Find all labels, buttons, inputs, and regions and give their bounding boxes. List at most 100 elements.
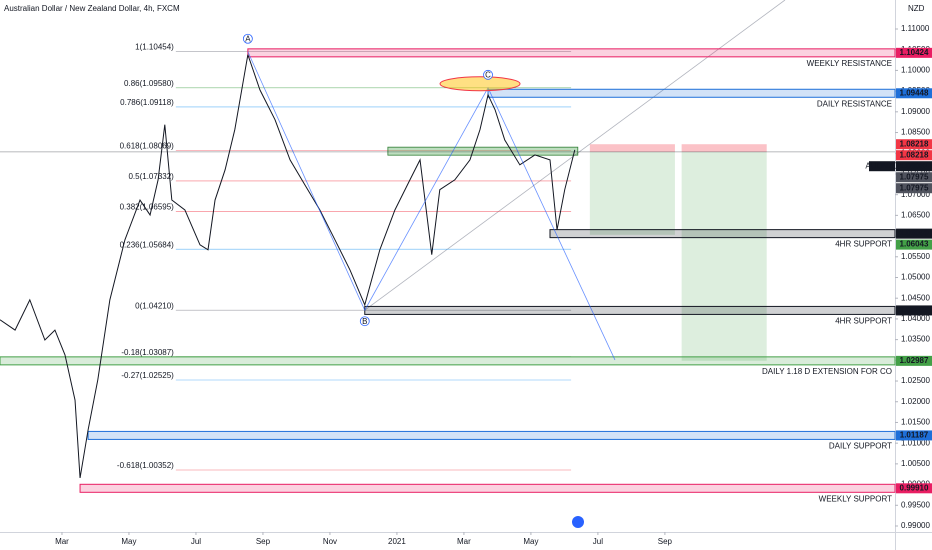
x-tick-label: Jul [593,537,603,546]
price-tag-label: 1.07975 [900,183,929,192]
price-tag [896,161,932,172]
pattern-label: B [362,317,367,326]
fib-label: -0.18(1.03087) [121,348,174,357]
y-tick-label: 1.05000 [901,273,930,282]
price-tag-label: 1.02987 [900,356,929,365]
price-tag-label: 1.01187 [900,431,929,440]
price-tag [896,88,932,99]
level-name: WEEKLY SUPPORT [819,494,892,503]
y-tick-label: 1.00500 [901,459,930,468]
fib-label: 1(1.10454) [135,43,174,52]
price-tag [896,172,932,183]
fib-label: 0.786(1.09118) [120,98,174,107]
level-name: 4HR SUPPORT [835,317,892,326]
x-tick-label: Mar [457,537,471,546]
y-tick-label: 1.04000 [901,314,930,323]
price-tag [896,47,932,58]
y-tick-label: 1.03500 [901,335,930,344]
price-tag [896,355,932,366]
fib-label: 0(1.04210) [135,301,174,310]
price-tag [896,430,932,441]
price-tag-label: 1.10424 [900,48,929,57]
price-tag-label: 1.08218 [900,139,929,148]
fib-label: 0.86(1.09580) [124,79,174,88]
logo [572,516,584,528]
chart-title: Australian Dollar / New Zealand Dollar, … [4,4,180,13]
price-tag-label: 1.09448 [900,88,929,97]
highlight-zone [387,146,579,156]
pattern-label: A [245,34,251,43]
fib-label: -0.27(1.02525) [121,371,174,380]
y-tick-label: 1.05500 [901,252,930,261]
price-tag [896,305,932,316]
y-tick-label: 0.99500 [901,500,930,509]
x-tick-label: May [523,537,538,546]
position-risk [681,144,767,152]
x-tick-label: Sep [658,537,673,546]
level-zone [487,88,896,98]
y-tick-label: 1.01500 [901,418,930,427]
pattern-point [242,33,253,44]
price-tag-label: 1.06043 [900,240,929,249]
y-tick-label: 1.09000 [901,107,930,116]
level-name: 4HR SUPPORT [835,240,892,249]
x-tick-label: Jul [191,537,201,546]
level-zone [0,356,896,366]
x-tick-label: Sep [256,537,271,546]
fib-label: 0.382(1.06595) [120,203,175,212]
level-zone [549,229,896,239]
currency: NZD [908,4,925,13]
fib-label: 0.236(1.05684) [120,240,175,249]
position-risk [589,144,675,152]
pattern-label: C [485,70,491,79]
level-zone [87,430,896,440]
level-name: WEEKLY RESISTANCE [807,59,892,68]
y-tick-label: 1.10000 [901,66,930,75]
level-zone [247,48,896,58]
level-name: DAILY 1.18 D EXTENSION FOR CO [762,367,892,376]
x-tick-label: Mar [55,537,69,546]
y-tick-label: 0.99000 [901,521,930,530]
level-name: DAILY RESISTANCE [817,99,892,108]
price-tag-label: 1.08032 [900,161,929,170]
price-line [0,54,576,479]
price-tag-label: 1.07975 [900,172,929,181]
y-tick-label: 1.04500 [901,293,930,302]
price-tag [896,483,932,494]
price-tag-label: 1.06059 [900,229,929,238]
pattern-highlight [439,76,521,92]
price-tag [896,150,932,161]
position-reward [589,151,675,235]
x-tick-label: Nov [323,537,337,546]
level-name: DAILY SUPPORT [829,442,892,451]
y-tick-label: 1.06500 [901,210,930,219]
price-tag [896,139,932,150]
x-tick-label: May [121,537,136,546]
y-tick-label: 1.07000 [901,190,930,199]
price-tag [896,183,932,194]
price-tag [896,239,932,250]
symbol-tag [869,161,895,172]
price-tag-label: 1.08218 [900,150,929,159]
position-reward [681,151,767,361]
y-tick-label: 1.01000 [901,438,930,447]
y-tick-label: 1.02000 [901,397,930,406]
pattern-point [359,316,370,327]
level-zone [364,305,896,315]
y-tick-label: 1.08500 [901,128,930,137]
price-tag [896,228,932,239]
x-tick-label: 2021 [388,537,406,546]
symbol-label: AUDNZD [865,161,899,170]
price-tag-label: 1.04205 [900,306,929,315]
fib-label: 0.5(1.07332) [128,172,174,181]
fib-label: 0.618(1.08069) [120,141,175,150]
y-tick-label: 1.02500 [901,376,930,385]
pattern-line [247,51,616,361]
price-tag-label: 0.99910 [900,483,929,492]
fib-label: -0.618(1.00352) [117,461,174,470]
y-tick-label: 1.11000 [901,24,930,33]
level-zone [79,483,896,493]
pattern-point [483,69,493,80]
